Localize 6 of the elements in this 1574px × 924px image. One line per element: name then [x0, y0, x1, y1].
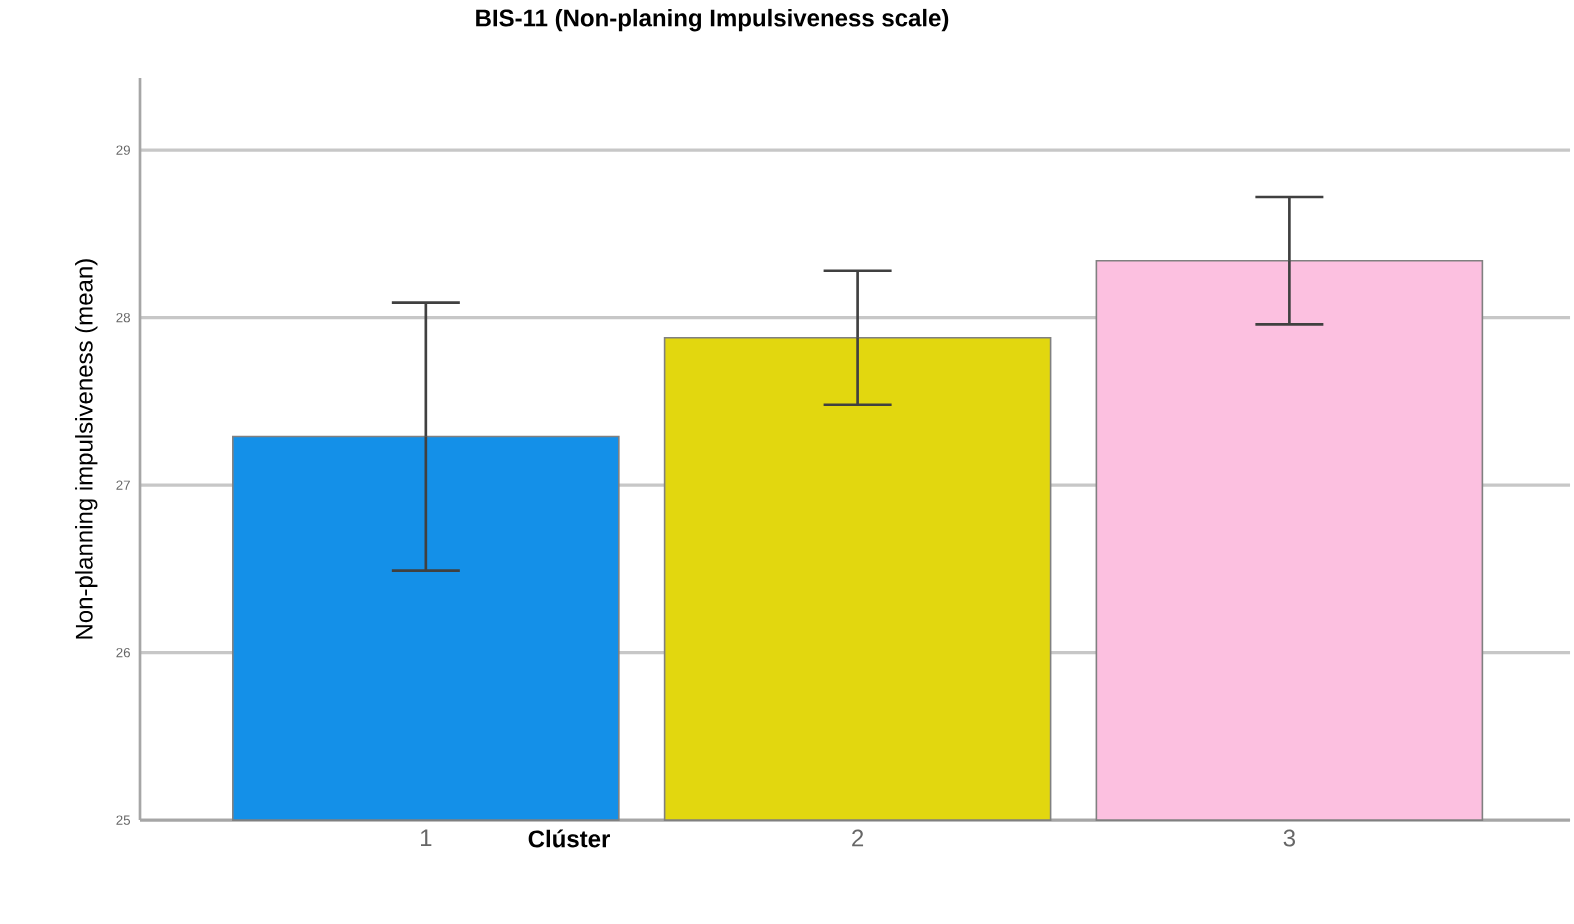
x-axis-title: Clúster — [528, 829, 611, 848]
chart-title: BIS-11 (Non-planing Impulsiveness scale) — [476, 8, 949, 32]
x-tick-label: 3 — [1283, 829, 1295, 847]
x-tick-label: 1 — [421, 829, 432, 846]
y-axis-title: Non-planning impulsiveness (mean) — [75, 259, 98, 639]
x-tick-label: 2 — [852, 829, 864, 847]
